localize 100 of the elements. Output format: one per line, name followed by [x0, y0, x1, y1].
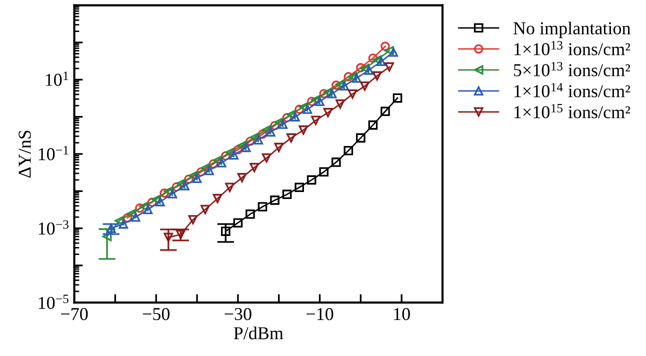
- point: [282, 112, 292, 122]
- point: [225, 182, 234, 192]
- point: [250, 162, 259, 172]
- point: [270, 196, 280, 205]
- point: [241, 142, 251, 152]
- point: [306, 96, 316, 106]
- point: [262, 153, 272, 163]
- point: [180, 181, 190, 190]
- point: [336, 80, 345, 89]
- x-tick-label: −10: [306, 308, 334, 320]
- point: [380, 42, 390, 51]
- point: [364, 66, 374, 75]
- point: [221, 226, 230, 236]
- point: [294, 182, 304, 192]
- point: [372, 55, 382, 65]
- point: [258, 202, 268, 212]
- point: [168, 189, 178, 198]
- y-tick-label: 10$^{−3}$: [38, 220, 68, 235]
- legend-label: 1×10$^{15}$ ions/cm²: [514, 104, 630, 118]
- point: [204, 166, 214, 176]
- point: [372, 71, 382, 81]
- point: [356, 133, 366, 143]
- point: [286, 110, 296, 120]
- point: [254, 135, 264, 144]
- y-tick-label: 10$^{−5}$: [38, 294, 68, 310]
- point: [176, 178, 186, 188]
- point: [290, 112, 300, 122]
- point: [221, 151, 230, 161]
- point: [311, 94, 320, 104]
- point: [348, 72, 358, 82]
- y-axis-title: ΔY/nS: [18, 130, 31, 178]
- point: [160, 188, 169, 198]
- legend-label: No implantation: [513, 22, 630, 38]
- point: [237, 173, 247, 182]
- point: [250, 132, 259, 142]
- point: [147, 198, 157, 207]
- point: [188, 215, 198, 224]
- point: [388, 47, 398, 57]
- point: [392, 93, 402, 103]
- point: [311, 116, 320, 126]
- point: [233, 218, 243, 228]
- point: [298, 102, 308, 112]
- x-tick-label: −50: [142, 308, 170, 320]
- point: [192, 174, 202, 184]
- point: [368, 53, 378, 63]
- point: [298, 125, 308, 135]
- point: [331, 80, 341, 90]
- point: [200, 204, 210, 214]
- point: [286, 133, 296, 143]
- point: [384, 62, 394, 72]
- point: [237, 140, 247, 150]
- point: [131, 212, 140, 222]
- point: [135, 203, 144, 213]
- point: [106, 224, 116, 233]
- point: [323, 108, 333, 118]
- point: [302, 104, 312, 114]
- point: [336, 99, 345, 109]
- y-tick-label: 10$^{−1}$: [38, 146, 68, 160]
- point: [151, 194, 161, 204]
- point: [200, 163, 210, 173]
- point: [122, 213, 132, 223]
- point: [360, 81, 370, 91]
- point: [352, 73, 362, 83]
- point: [196, 167, 206, 177]
- point: [114, 216, 124, 226]
- point: [172, 182, 182, 192]
- point: [327, 89, 337, 98]
- point: [376, 56, 386, 66]
- y-tick-label: 10$^{1}$: [46, 72, 68, 86]
- point: [188, 171, 198, 180]
- point: [278, 120, 288, 129]
- point: [212, 156, 222, 165]
- point: [246, 136, 255, 146]
- point: [156, 197, 165, 206]
- x-tick-label: 10: [394, 308, 410, 320]
- point: [262, 125, 272, 134]
- point: [184, 174, 194, 184]
- legend-label: 1×10$^{13}$ ions/cm²: [514, 40, 630, 56]
- point: [344, 146, 354, 156]
- legend-label: 1×10$^{14}$ ions/cm²: [514, 82, 630, 98]
- point: [384, 46, 394, 56]
- point: [233, 145, 243, 154]
- point: [164, 186, 174, 196]
- point: [356, 63, 366, 72]
- point: [212, 194, 222, 204]
- point: [246, 210, 255, 219]
- point: [315, 96, 324, 106]
- point: [274, 142, 284, 152]
- point: [340, 81, 349, 91]
- point: [344, 72, 354, 82]
- point: [270, 120, 280, 130]
- point: [331, 158, 341, 167]
- point: [139, 202, 148, 211]
- x-tick-label: −30: [224, 308, 252, 320]
- point: [258, 130, 268, 139]
- point: [348, 89, 358, 99]
- point: [216, 158, 226, 168]
- point: [164, 232, 174, 242]
- point: [282, 190, 292, 199]
- point: [319, 89, 329, 98]
